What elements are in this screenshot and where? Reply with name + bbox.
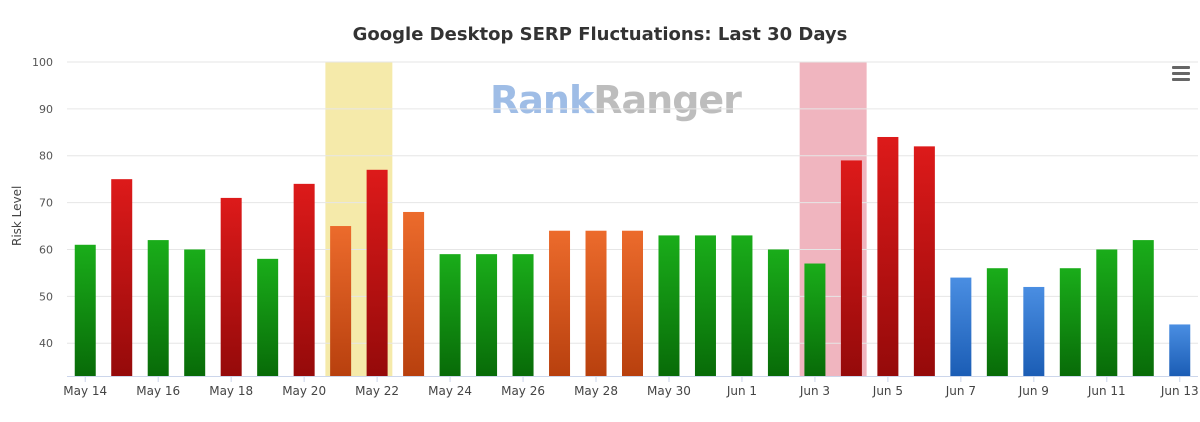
x-tick-label: Jun 13 [1160, 384, 1199, 398]
x-tick-label: May 14 [63, 384, 107, 398]
bar-may-20 [293, 183, 315, 376]
bar-jun-4 [840, 160, 862, 376]
x-tick-label: Jun 5 [872, 384, 903, 398]
bar-may-21 [330, 226, 352, 376]
bar-may-24 [439, 254, 461, 376]
x-tick-label: May 30 [647, 384, 691, 398]
bar-may-25 [476, 254, 498, 376]
watermark-logo: RankRanger [490, 78, 742, 122]
y-tick-label: 100 [32, 56, 53, 69]
bar-jun-2 [767, 249, 789, 376]
bar-may-16 [147, 240, 169, 376]
x-tick-label: Jun 9 [1018, 384, 1049, 398]
y-tick-label: 60 [39, 243, 53, 256]
bar-may-26 [512, 254, 534, 376]
bar-may-18 [220, 197, 242, 376]
bar-may-30 [658, 235, 680, 376]
x-tick-labels: May 14 May 16 May 18 May 20 May 22 May 24 May … [63, 376, 1199, 398]
bar-jun-7 [950, 277, 972, 376]
x-tick-label: Jun 7 [945, 384, 976, 398]
x-tick-label: Jun 3 [799, 384, 830, 398]
bar-may-29 [622, 230, 643, 376]
bar-may-19 [257, 258, 279, 376]
x-tick-label: May 26 [501, 384, 545, 398]
bar-may-27 [549, 230, 571, 376]
y-tick-label: 40 [39, 337, 53, 350]
bar-jun-8 [986, 268, 1008, 376]
x-tick-label: Jun 11 [1087, 384, 1126, 398]
bar-jun-1 [731, 235, 753, 376]
bar-jun-13 [1169, 324, 1191, 376]
bar-may-22 [366, 169, 388, 376]
bars [74, 136, 1191, 376]
y-tick-label: 50 [39, 290, 53, 303]
y-tick-labels: 40 50 60 70 80 90 100 [32, 56, 53, 350]
bar-may-17 [184, 249, 206, 376]
y-tick-label: 70 [39, 197, 53, 210]
x-tick-label: Jun 1 [726, 384, 757, 398]
x-tick-label: May 28 [574, 384, 618, 398]
bar-may-15 [111, 179, 133, 376]
bar-jun-3 [804, 263, 826, 376]
bar-may-14 [74, 244, 96, 376]
bar-may-31 [694, 235, 716, 376]
bar-jun-6 [913, 146, 935, 376]
x-tick-label: May 18 [209, 384, 253, 398]
x-tick-label: May 24 [428, 384, 472, 398]
bar-jun-5 [877, 136, 899, 376]
bar-jun-12 [1132, 240, 1154, 376]
bar-may-28 [585, 230, 607, 376]
x-tick-label: May 20 [282, 384, 326, 398]
hamburger-menu-icon[interactable] [1172, 66, 1190, 84]
bar-may-23 [403, 211, 425, 376]
x-tick-label: May 22 [355, 384, 399, 398]
bar-jun-10 [1059, 268, 1081, 376]
bar-jun-11 [1096, 249, 1118, 376]
bar-jun-9 [1023, 286, 1045, 376]
x-tick-label: May 16 [136, 384, 180, 398]
y-tick-label: 80 [39, 150, 53, 163]
chart-title: Google Desktop SERP Fluctuations: Last 3… [352, 24, 848, 45]
y-tick-label: 90 [39, 103, 53, 116]
